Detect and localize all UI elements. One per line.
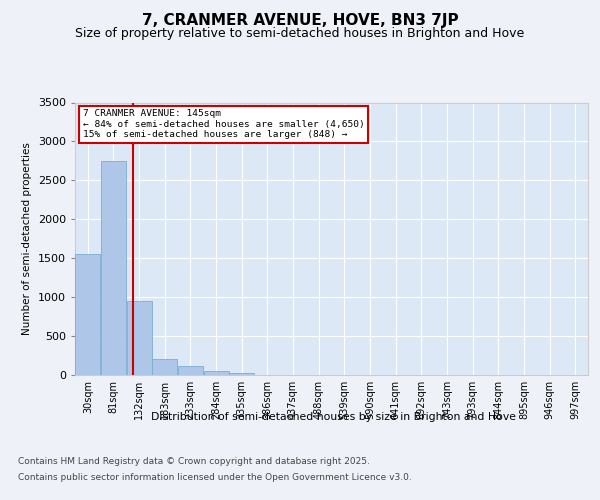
Bar <box>229 373 254 375</box>
Text: Contains HM Land Registry data © Crown copyright and database right 2025.: Contains HM Land Registry data © Crown c… <box>18 458 370 466</box>
Text: 7, CRANMER AVENUE, HOVE, BN3 7JP: 7, CRANMER AVENUE, HOVE, BN3 7JP <box>142 12 458 28</box>
Y-axis label: Number of semi-detached properties: Number of semi-detached properties <box>22 142 32 335</box>
Text: Distribution of semi-detached houses by size in Brighton and Hove: Distribution of semi-detached houses by … <box>151 412 515 422</box>
Bar <box>178 366 203 375</box>
Bar <box>203 371 229 375</box>
Bar <box>75 254 100 375</box>
Text: Contains public sector information licensed under the Open Government Licence v3: Contains public sector information licen… <box>18 472 412 482</box>
Text: 7 CRANMER AVENUE: 145sqm
← 84% of semi-detached houses are smaller (4,650)
15% o: 7 CRANMER AVENUE: 145sqm ← 84% of semi-d… <box>83 110 364 139</box>
Text: Size of property relative to semi-detached houses in Brighton and Hove: Size of property relative to semi-detach… <box>76 28 524 40</box>
Bar <box>127 301 152 375</box>
Bar <box>152 360 178 375</box>
Bar <box>101 161 126 375</box>
